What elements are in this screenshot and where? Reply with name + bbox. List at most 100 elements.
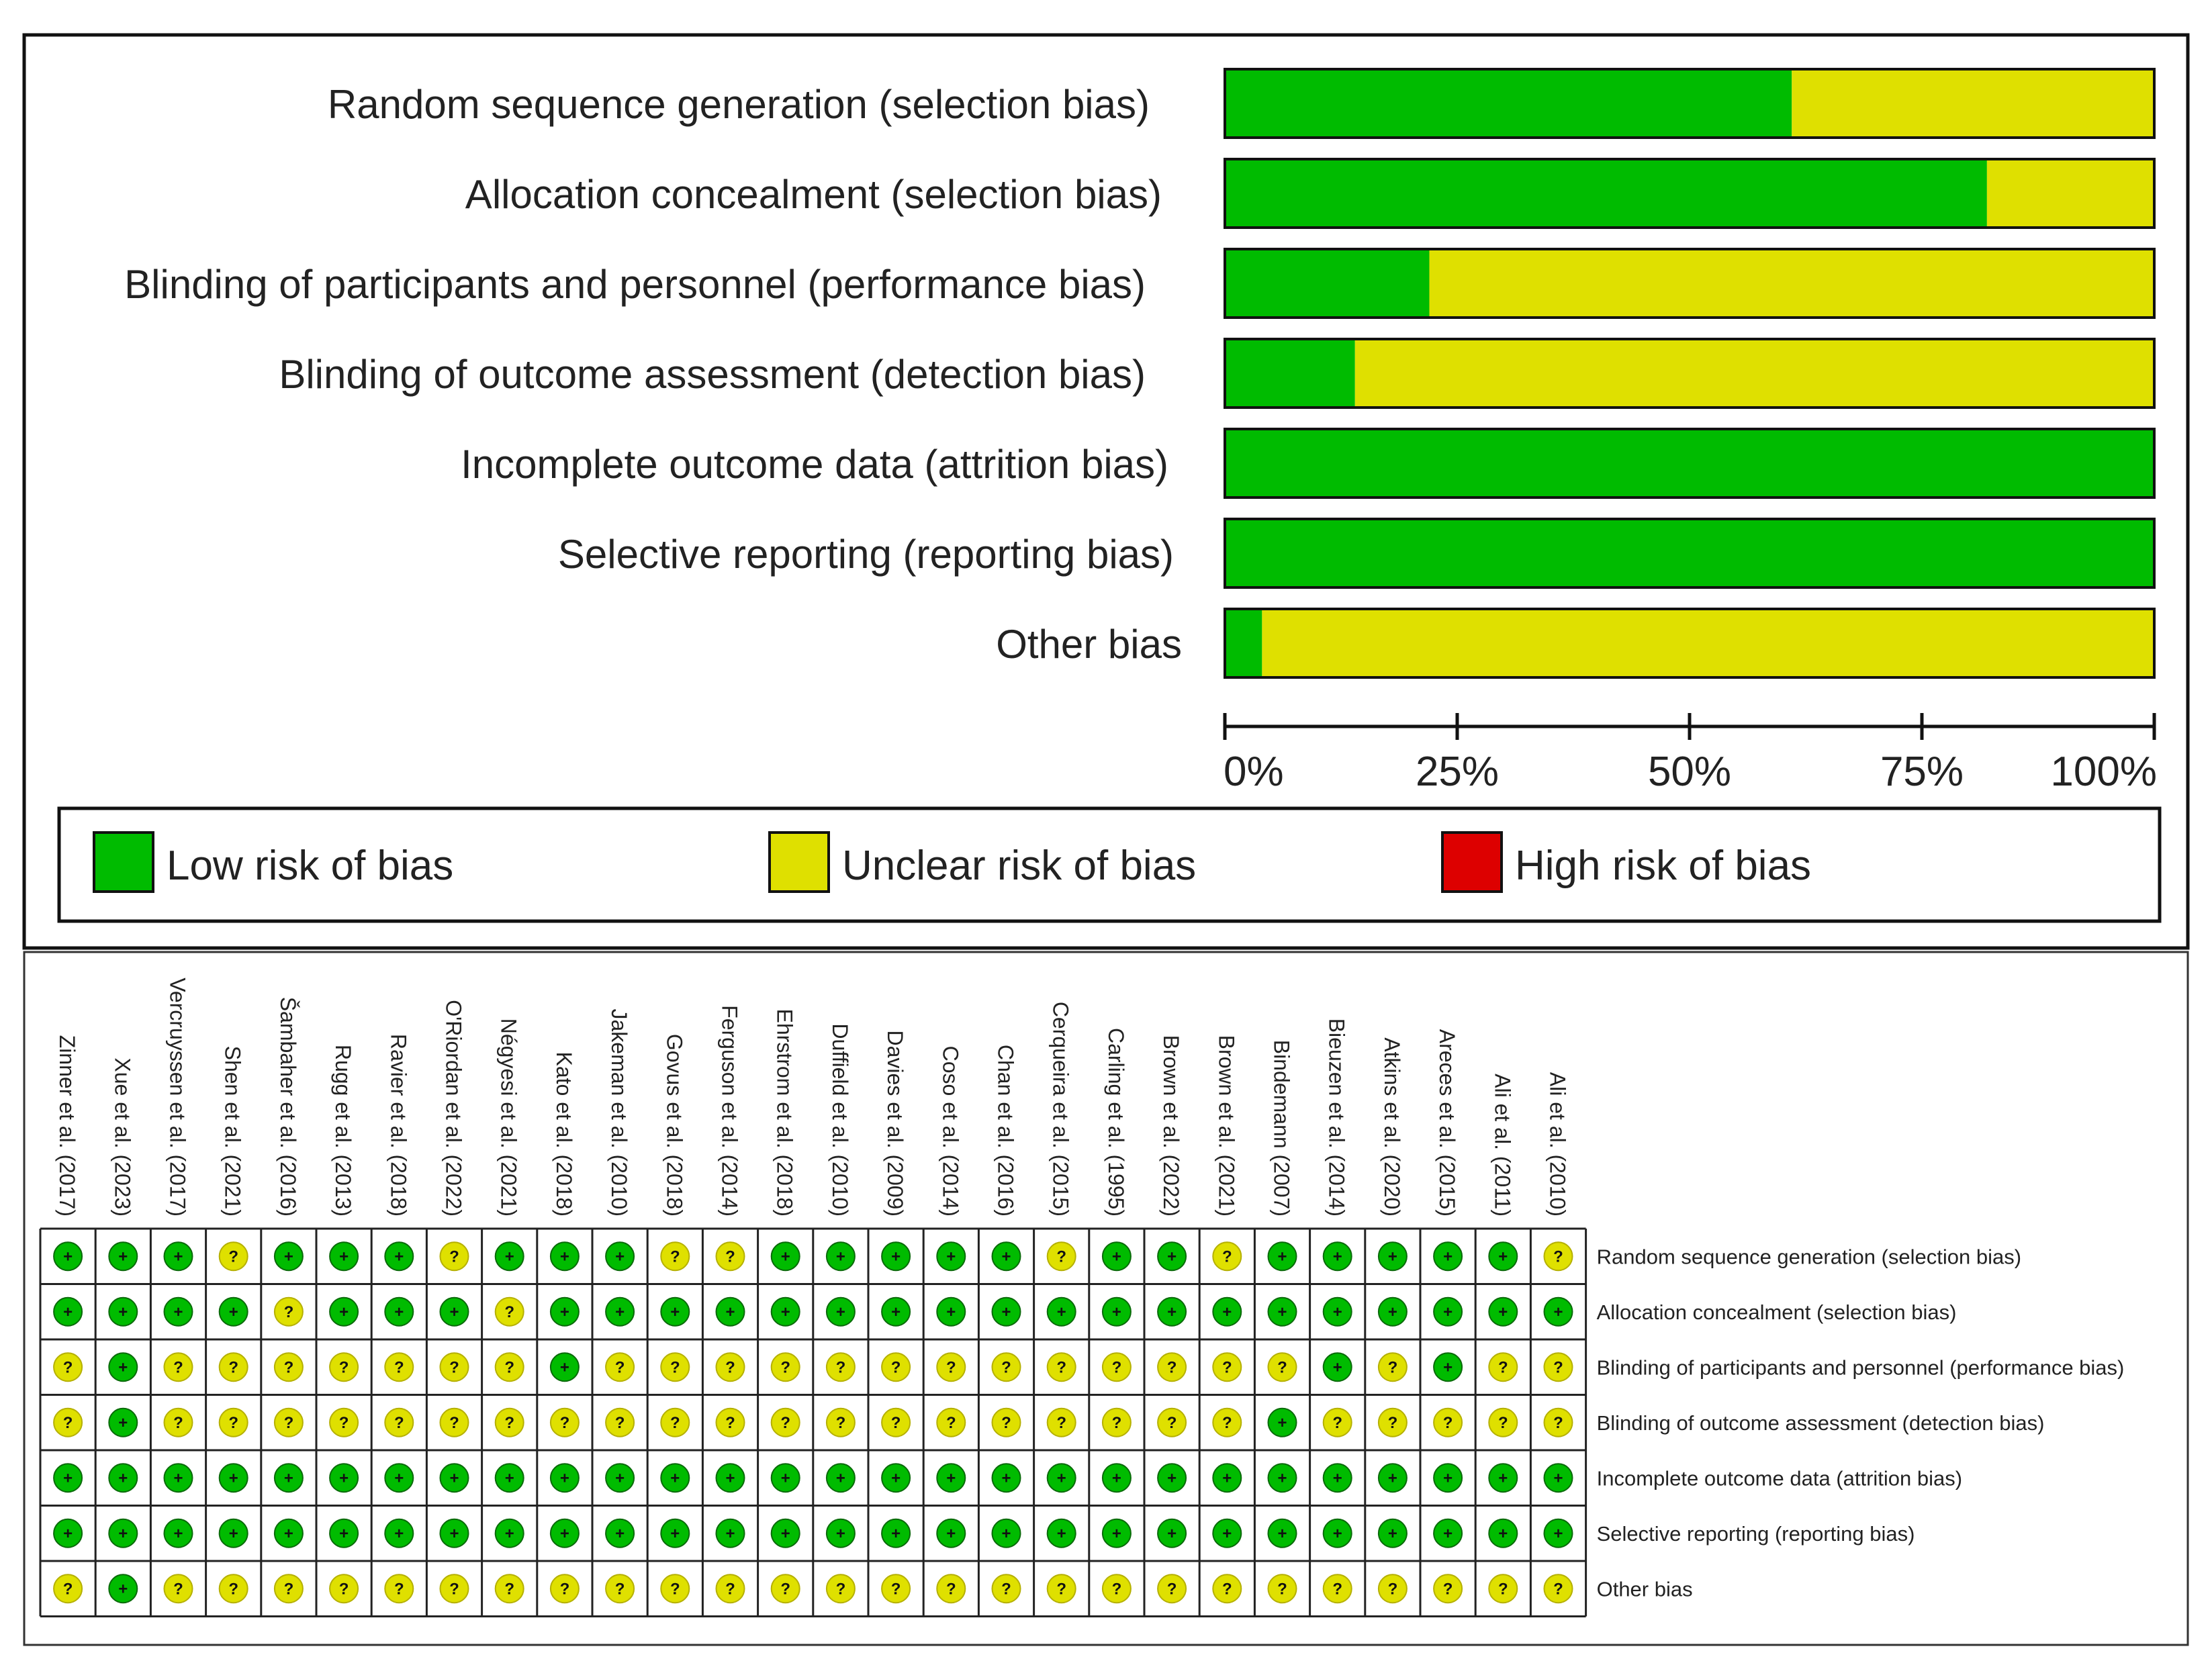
low-risk-marker [108,1463,138,1493]
low-risk-marker [605,1296,635,1327]
rating-symbol: + [118,1358,128,1376]
low-risk-marker [329,1296,359,1327]
x-tick-label: 100% [2050,749,2157,795]
unclear-risk-marker [1377,1352,1408,1382]
study-label: Brown et al. (2021) [1214,1035,1238,1217]
bar-segment [1225,159,1987,228]
rating-symbol: ? [173,1580,183,1598]
unclear-risk-marker [1267,1352,1297,1382]
low-risk-marker [936,1296,966,1327]
rating-symbol: ? [339,1414,349,1432]
unclear-risk-marker [1212,1352,1242,1382]
risk-of-bias-graph-panel: Random sequence generation (selection bi… [22,33,2190,950]
low-risk-marker [108,1407,138,1437]
low-risk-marker [1267,1518,1297,1548]
rating-symbol: + [118,1247,128,1266]
unclear-risk-marker [715,1352,745,1382]
low-risk-marker [770,1518,800,1548]
study-label: Carling et al. (1995) [1104,1028,1128,1217]
rating-symbol: ? [1056,1247,1066,1266]
legend-label: Low risk of bias [167,843,453,889]
low-risk-marker [1488,1518,1518,1548]
low-risk-marker [53,1296,83,1327]
low-risk-marker [770,1296,800,1327]
rating-symbol: + [1167,1525,1177,1543]
low-risk-marker [1157,1241,1187,1272]
rating-symbol: ? [1332,1414,1342,1432]
rating-symbol: ? [339,1358,349,1376]
unclear-risk-marker [439,1574,469,1604]
bar-segment [1225,249,1430,318]
low-risk-marker [1212,1296,1242,1327]
unclear-risk-marker [936,1352,966,1382]
rating-symbol: + [1222,1525,1232,1543]
low-risk-marker [549,1352,580,1382]
rating-symbol: ? [228,1580,238,1598]
domain-label: Allocation concealment (selection bias) [1597,1300,1957,1324]
unclear-risk-marker [273,1574,304,1604]
rating-symbol: ? [504,1414,514,1432]
low-risk-marker [825,1463,856,1493]
rating-symbol: ? [449,1414,459,1432]
rating-symbol: ? [394,1358,404,1376]
rating-symbol: + [394,1247,404,1266]
low-risk-marker [881,1518,911,1548]
unclear-risk-marker [439,1407,469,1437]
rating-symbol: + [891,1469,901,1487]
rating-symbol: + [1112,1247,1121,1266]
rating-symbol: + [1498,1303,1508,1321]
low-risk-marker [218,1518,248,1548]
rating-symbol: + [1001,1247,1011,1266]
domain-label: Selective reporting (reporting bias) [1597,1522,1915,1546]
unclear-risk-marker [825,1407,856,1437]
low-risk-marker [53,1241,83,1272]
study-label: O'Riordan et al. (2022) [442,1000,466,1217]
low-risk-marker [329,1518,359,1548]
study-label: Shen et al. (2021) [221,1046,245,1217]
bar-outline [1224,428,2156,499]
domain-label: Blinding of participants and personnel (… [1597,1356,2125,1379]
low-risk-marker [439,1296,469,1327]
rating-symbol: + [1167,1469,1177,1487]
rating-symbol: ? [670,1358,680,1376]
low-risk-marker [825,1518,856,1548]
bar-segment [1262,609,2154,677]
rating-symbol: ? [1222,1358,1232,1376]
unclear-risk-marker [1046,1241,1076,1272]
unclear-risk-marker [825,1574,856,1604]
unclear-risk-marker [660,1407,690,1437]
rating-symbol: + [63,1525,73,1543]
rating-symbol: + [946,1303,956,1321]
rating-symbol: ? [1112,1580,1122,1598]
rating-symbol: ? [615,1414,625,1432]
rating-symbol: ? [780,1414,790,1432]
unclear-risk-marker [770,1407,800,1437]
rating-symbol: + [615,1525,625,1543]
low-risk-marker [163,1463,193,1493]
low-risk-marker [53,1518,83,1548]
rating-symbol: + [781,1303,790,1321]
rating-symbol: + [670,1303,680,1321]
low-risk-marker [1157,1296,1187,1327]
unclear-risk-marker [770,1352,800,1382]
low-risk-marker [329,1463,359,1493]
rating-symbol: ? [1498,1358,1508,1376]
rating-symbol: + [836,1525,845,1543]
rating-symbol: ? [725,1358,735,1376]
low-risk-marker [384,1296,414,1327]
unclear-risk-marker [605,1352,635,1382]
low-risk-marker [936,1518,966,1548]
unclear-risk-marker [660,1352,690,1382]
rating-symbol: + [725,1525,735,1543]
bar-category-label: Allocation concealment (selection bias) [465,172,1162,217]
rating-symbol: + [63,1303,73,1321]
unclear-risk-marker [1377,1574,1408,1604]
low-risk-marker [1267,1296,1297,1327]
rating-symbol: ? [284,1303,294,1321]
rating-symbol: ? [1553,1580,1563,1598]
rating-symbol: ? [946,1414,956,1432]
rating-symbol: ? [1277,1580,1287,1598]
low-risk-marker [163,1241,193,1272]
rating-symbol: + [615,1247,625,1266]
